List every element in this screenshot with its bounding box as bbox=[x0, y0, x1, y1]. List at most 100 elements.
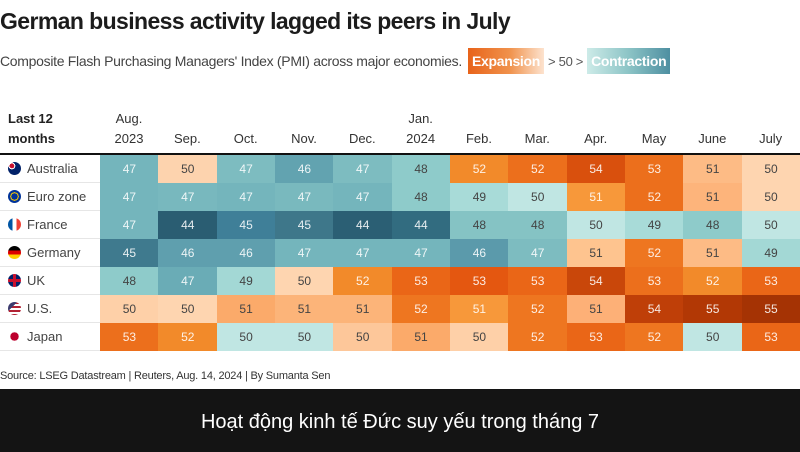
heatmap-cell: 53 bbox=[100, 323, 159, 351]
heatmap-cell: 55 bbox=[741, 295, 800, 323]
chart-subtitle: Composite Flash Purchasing Managers' Ind… bbox=[0, 53, 462, 69]
chart-title: German business activity lagged its peer… bbox=[0, 8, 511, 34]
heatmap-cell: 50 bbox=[508, 183, 568, 211]
heatmap-cell: 50 bbox=[683, 323, 743, 351]
source-note: Source: LSEG Datastream | Reuters, Aug. … bbox=[0, 370, 331, 382]
column-header-line bbox=[333, 109, 391, 129]
row-label: Germany bbox=[0, 239, 100, 267]
heatmap-cell: 55 bbox=[683, 295, 743, 323]
column-header-line: Apr. bbox=[584, 131, 608, 146]
heatmap-cell: 49 bbox=[624, 211, 684, 239]
heatmap-cell: 47 bbox=[333, 155, 393, 183]
heatmap-cell: 50 bbox=[158, 295, 218, 323]
heatmap-cell: 50 bbox=[274, 267, 334, 295]
heatmap-cell: 53 bbox=[508, 267, 568, 295]
column-header-line bbox=[158, 109, 216, 129]
row-label-text: Australia bbox=[27, 161, 78, 176]
row-label-text: UK bbox=[27, 273, 46, 288]
heatmap-cell: 53 bbox=[624, 155, 684, 183]
column-header: Apr. bbox=[567, 109, 625, 149]
heatmap-cell: 50 bbox=[274, 323, 334, 351]
heatmap-cell: 49 bbox=[216, 267, 276, 295]
row-label: Japan bbox=[0, 323, 100, 351]
heatmap-cell: 53 bbox=[624, 267, 684, 295]
row-label: Euro zone bbox=[0, 183, 100, 211]
heatmap-cell: 45 bbox=[274, 211, 334, 239]
japan-flag-icon bbox=[8, 330, 21, 343]
row-label-text: Euro zone bbox=[27, 189, 87, 204]
heatmap-cell: 47 bbox=[333, 183, 393, 211]
heatmap-cell: 51 bbox=[683, 239, 743, 267]
heatmap-cell: 48 bbox=[683, 211, 743, 239]
corner-label: Last 12 months bbox=[8, 109, 88, 149]
france-flag-icon bbox=[8, 218, 21, 231]
column-header: Mar. bbox=[508, 109, 566, 149]
column-header-line bbox=[625, 109, 683, 129]
uk-flag-icon bbox=[8, 274, 21, 287]
heatmap-cell: 51 bbox=[216, 295, 276, 323]
heatmap-cell: 52 bbox=[508, 323, 568, 351]
corner-label-line: months bbox=[8, 131, 55, 146]
column-header-line: Jan. bbox=[408, 111, 433, 126]
heatmap-cell: 45 bbox=[100, 239, 159, 267]
heatmap-cell: 51 bbox=[391, 323, 451, 351]
heatmap-cell: 47 bbox=[274, 183, 334, 211]
heatmap-cell: 50 bbox=[741, 183, 800, 211]
legend-expansion: Expansion bbox=[467, 48, 545, 74]
column-header-line: Mar. bbox=[524, 131, 550, 146]
heatmap-cell: 51 bbox=[566, 295, 626, 323]
row-label: Australia bbox=[0, 155, 100, 183]
heatmap-cell: 52 bbox=[508, 295, 568, 323]
column-header-line: Oct. bbox=[233, 131, 258, 146]
column-header-line bbox=[217, 109, 275, 129]
heatmap-cell: 47 bbox=[333, 239, 393, 267]
heatmap-cell: 49 bbox=[741, 239, 800, 267]
heatmap-cell: 51 bbox=[449, 295, 509, 323]
heatmap-cell: 46 bbox=[158, 239, 218, 267]
heatmap-cell: 46 bbox=[274, 155, 334, 183]
column-header-line: June bbox=[698, 131, 727, 146]
heatmap-cell: 53 bbox=[741, 267, 800, 295]
row-label: U.S. bbox=[0, 295, 100, 323]
heatmap-cell: 53 bbox=[449, 267, 509, 295]
heatmap-cell: 52 bbox=[624, 323, 684, 351]
column-header-line bbox=[742, 109, 800, 129]
column-header-line: Aug. bbox=[115, 111, 143, 126]
column-header: Sep. bbox=[158, 109, 216, 149]
heatmap-cell: 48 bbox=[391, 155, 451, 183]
column-header-line: Nov. bbox=[291, 131, 317, 146]
row-label-text: Japan bbox=[27, 329, 63, 344]
column-header: Oct. bbox=[217, 109, 275, 149]
heatmap-cell: 54 bbox=[624, 295, 684, 323]
legend-contraction: Contraction bbox=[587, 48, 671, 74]
column-header-line bbox=[275, 109, 333, 129]
heatmap-cell: 52 bbox=[333, 267, 393, 295]
heatmap-cell: 47 bbox=[100, 155, 159, 183]
heatmap-cell: 51 bbox=[683, 183, 743, 211]
heatmap-cell: 47 bbox=[158, 267, 218, 295]
column-header: Dec. bbox=[333, 109, 391, 149]
heatmap-cell: 48 bbox=[100, 267, 159, 295]
legend-threshold: > 50 > bbox=[548, 53, 584, 69]
heatmap-cell: 47 bbox=[100, 183, 159, 211]
germany-flag-icon bbox=[8, 246, 21, 259]
heatmap-cell: 47 bbox=[508, 239, 568, 267]
column-header: June bbox=[683, 109, 741, 149]
heatmap-cell: 44 bbox=[333, 211, 393, 239]
heatmap-cell: 52 bbox=[624, 239, 684, 267]
heatmap-cell: 50 bbox=[741, 155, 800, 183]
column-header-line bbox=[567, 109, 625, 129]
column-header: May bbox=[625, 109, 683, 149]
heatmap-cell: 50 bbox=[216, 323, 276, 351]
column-header-line bbox=[508, 109, 566, 129]
heatmap-cell: 52 bbox=[624, 183, 684, 211]
heatmap-cell: 50 bbox=[741, 211, 800, 239]
row-label-text: France bbox=[27, 217, 68, 232]
heatmap-cell: 48 bbox=[391, 183, 451, 211]
heatmap-cell: 50 bbox=[158, 155, 218, 183]
us-flag-icon bbox=[8, 302, 21, 315]
heatmap-cell: 44 bbox=[158, 211, 218, 239]
heatmap-cell: 54 bbox=[566, 155, 626, 183]
heatmap-cell: 45 bbox=[216, 211, 276, 239]
australia-flag-icon bbox=[8, 162, 21, 175]
